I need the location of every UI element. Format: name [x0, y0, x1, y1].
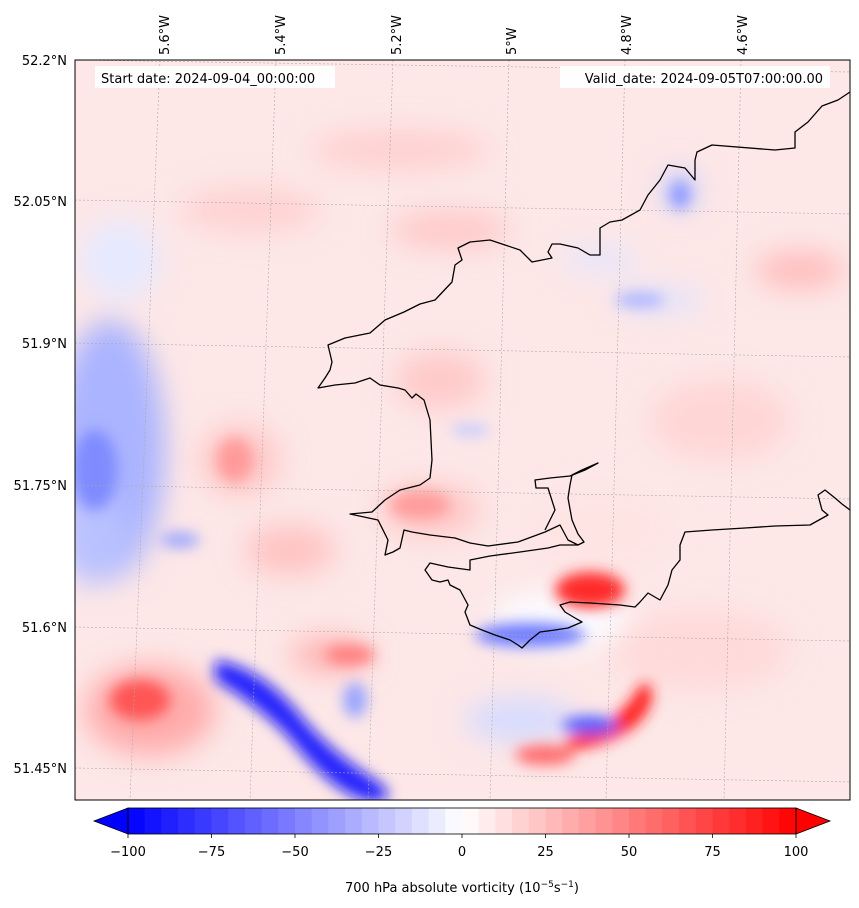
lon-tick-label: 5°W	[505, 27, 520, 55]
colorbar-segment	[295, 808, 313, 834]
colorbar-segment	[762, 808, 780, 834]
colorbar-segment	[478, 808, 496, 834]
colorbar-tick-label: −25	[365, 845, 392, 860]
colorbar-segment	[144, 808, 162, 834]
colorbar-segment	[378, 808, 396, 834]
colorbar-segment	[194, 808, 213, 834]
colorbar: −100 −75 −50 −25 0 25 50 75 100 700 hPa …	[92, 807, 832, 896]
colorbar-segment	[512, 808, 530, 834]
colorbar-segment	[695, 808, 714, 834]
lat-tick-label: 51.9°N	[22, 337, 67, 352]
coastline	[317, 91, 850, 649]
colorbar-segment	[345, 808, 363, 834]
colorbar-segment	[128, 808, 146, 834]
colorbar-tick-labels: −100 −75 −50 −25 0 25 50 75 100	[110, 845, 808, 860]
colorbar-tick-label: 25	[537, 845, 554, 860]
colorbar-extend-high	[795, 807, 832, 835]
lat-tick-label: 52.05°N	[14, 195, 67, 210]
colorbar-segment	[361, 808, 380, 834]
colorbar-segment	[244, 808, 263, 834]
colorbar-tick-label: −75	[198, 845, 225, 860]
lon-tick-label: 4.6°W	[736, 15, 751, 55]
colorbar-segment	[311, 808, 329, 834]
colorbar-tick-label: 100	[784, 845, 809, 860]
colorbar-segment	[779, 808, 797, 834]
start-date-label: Start date: 2024-09-04_00:00:00	[101, 72, 315, 87]
colorbar-segment	[462, 808, 480, 834]
colorbar-tick-label: −50	[281, 845, 308, 860]
colorbar-segment	[662, 808, 680, 834]
lat-tick-label: 52.2°N	[22, 54, 67, 69]
colorbar-segment	[562, 808, 580, 834]
colorbar-segment	[528, 808, 547, 834]
colorbar-tick-label: 75	[704, 845, 721, 860]
colorbar-segment	[211, 808, 229, 834]
colorbar-segment	[545, 808, 563, 834]
colorbar-extend-low	[92, 807, 129, 835]
colorbar-segment	[411, 808, 430, 834]
colorbar-segment	[161, 808, 179, 834]
colorbar-segments	[128, 808, 797, 834]
colorbar-segment	[328, 808, 346, 834]
colorbar-segment	[645, 808, 663, 834]
colorbar-segment	[228, 808, 246, 834]
vorticity-field: Start date: 2024-09-04_00:00:00 Valid_da…	[75, 60, 850, 800]
colorbar-segment	[428, 808, 446, 834]
valid-date-label: Valid_date: 2024-09-05T07:00:00.00	[585, 72, 823, 87]
colorbar-tick-label: −100	[110, 845, 146, 860]
colorbar-segment	[729, 808, 747, 834]
lon-tick-label: 5.4°W	[274, 15, 289, 55]
latitude-labels: 52.2°N 52.05°N 51.9°N 51.75°N 51.6°N 51.…	[14, 54, 67, 777]
colorbar-segment	[178, 808, 196, 834]
lat-tick-label: 51.6°N	[22, 621, 67, 636]
colorbar-tick-label: 50	[621, 845, 638, 860]
lat-tick-label: 51.45°N	[14, 762, 67, 777]
lon-tick-label: 4.8°W	[620, 15, 635, 55]
colorbar-segment	[629, 808, 647, 834]
colorbar-segment	[395, 808, 413, 834]
longitude-labels: 5.6°W 5.4°W 5.2°W 5°W 4.8°W 4.6°W	[158, 15, 751, 55]
colorbar-tick-label: 0	[458, 845, 466, 860]
colorbar-ticks	[127, 834, 797, 838]
colorbar-segment	[595, 808, 613, 834]
colorbar-segment	[278, 808, 296, 834]
colorbar-segment	[679, 808, 697, 834]
colorbar-segment	[578, 808, 597, 834]
colorbar-segment	[712, 808, 730, 834]
colorbar-segment	[261, 808, 279, 834]
colorbar-segment	[495, 808, 513, 834]
lon-tick-label: 5.6°W	[158, 15, 173, 55]
colorbar-label: 700 hPa absolute vorticity (10−5s−1)	[345, 880, 579, 896]
colorbar-segment	[745, 808, 764, 834]
colorbar-segment	[612, 808, 630, 834]
map-frame	[74, 59, 851, 801]
lat-tick-label: 51.75°N	[14, 479, 67, 494]
colorbar-segment	[445, 808, 463, 834]
lon-tick-label: 5.2°W	[390, 15, 405, 55]
